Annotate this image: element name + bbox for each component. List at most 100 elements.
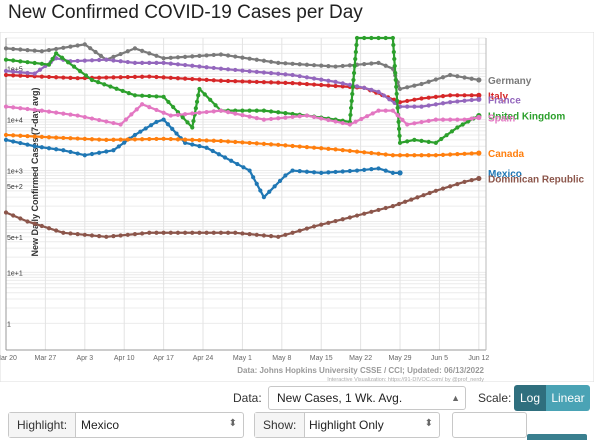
extra-button[interactable] bbox=[527, 434, 587, 440]
chevron-down-icon: ⬍ bbox=[228, 418, 237, 429]
data-point bbox=[233, 67, 238, 73]
data-point bbox=[104, 234, 109, 239]
data-point bbox=[46, 146, 52, 151]
data-point bbox=[32, 144, 37, 149]
data-point bbox=[290, 114, 295, 120]
data-point bbox=[448, 93, 453, 98]
data-point bbox=[11, 139, 16, 144]
data-point bbox=[39, 134, 44, 139]
data-point bbox=[132, 60, 138, 65]
x-tick-label: May 29 bbox=[389, 355, 412, 362]
data-point bbox=[469, 151, 474, 156]
data-point bbox=[3, 210, 9, 215]
data-point bbox=[82, 114, 87, 120]
data-point bbox=[297, 144, 302, 149]
data-point bbox=[319, 170, 324, 175]
data-point bbox=[196, 93, 201, 98]
data-point bbox=[247, 114, 252, 119]
data-point bbox=[97, 150, 102, 155]
scale-label: Scale: bbox=[478, 391, 512, 405]
data-point bbox=[148, 123, 154, 128]
data-point bbox=[120, 88, 125, 94]
data-point bbox=[304, 75, 309, 80]
data-point bbox=[254, 79, 259, 85]
data-point bbox=[304, 226, 309, 231]
data-point bbox=[276, 234, 281, 239]
data-point bbox=[175, 137, 181, 142]
data-point bbox=[340, 148, 345, 153]
data-point bbox=[405, 98, 410, 104]
data-point bbox=[233, 111, 238, 116]
data-point bbox=[268, 142, 274, 147]
data-point bbox=[116, 144, 121, 149]
x-tick-label: Jun 5 bbox=[431, 355, 448, 362]
data-point bbox=[426, 118, 431, 123]
data-point bbox=[111, 120, 116, 126]
data-point bbox=[75, 151, 80, 156]
data-point bbox=[204, 65, 209, 70]
y-tick-label: 1 bbox=[7, 321, 11, 328]
extra-control[interactable] bbox=[452, 412, 527, 438]
data-point bbox=[333, 169, 338, 175]
data-point bbox=[333, 218, 338, 224]
data-point bbox=[211, 52, 216, 58]
data-point bbox=[216, 152, 221, 157]
data-point bbox=[448, 117, 453, 122]
data-point bbox=[462, 75, 467, 80]
data-point bbox=[304, 169, 309, 174]
data-point bbox=[161, 94, 166, 99]
data-point bbox=[68, 231, 73, 236]
data-point bbox=[174, 131, 179, 136]
data-point bbox=[383, 35, 388, 41]
data-point bbox=[391, 42, 396, 48]
highlight-control[interactable]: Highlight: Mexico ⬍ bbox=[8, 412, 244, 438]
show-control[interactable]: Show: Highlight Only ⬍ bbox=[254, 412, 440, 438]
data-point bbox=[326, 78, 331, 83]
data-point bbox=[37, 67, 43, 72]
data-point bbox=[129, 112, 134, 117]
data-point bbox=[197, 77, 202, 82]
data-point bbox=[426, 153, 431, 158]
data-point bbox=[415, 195, 420, 200]
x-tick-label: Apr 17 bbox=[153, 355, 174, 362]
data-point bbox=[97, 117, 102, 123]
data-point bbox=[3, 132, 9, 138]
data-point bbox=[405, 153, 410, 158]
data-point bbox=[362, 35, 367, 41]
data-point bbox=[290, 72, 295, 78]
data-point bbox=[393, 77, 398, 83]
data-point bbox=[46, 74, 52, 80]
data-point bbox=[61, 148, 66, 153]
data-point bbox=[104, 119, 109, 124]
data-point bbox=[168, 55, 173, 60]
data-point bbox=[390, 35, 395, 41]
data-select[interactable]: New Cases, 1 Wk. Avg. ▲ bbox=[268, 386, 466, 410]
data-point bbox=[455, 74, 460, 79]
data-point bbox=[111, 54, 116, 59]
data-point bbox=[89, 58, 95, 63]
data-point bbox=[75, 58, 80, 64]
scale-log-button[interactable]: Log bbox=[514, 385, 546, 411]
data-point bbox=[469, 93, 474, 98]
data-point bbox=[118, 59, 123, 64]
data-point bbox=[235, 161, 240, 167]
data-point bbox=[319, 63, 324, 68]
data-point bbox=[18, 73, 23, 78]
data-point bbox=[75, 232, 80, 237]
data-point bbox=[254, 116, 259, 121]
data-point bbox=[419, 96, 424, 101]
y-tick-label: 1e+5 bbox=[7, 67, 23, 74]
data-point bbox=[261, 117, 267, 122]
data-point bbox=[392, 56, 397, 62]
scale-linear-button[interactable]: Linear bbox=[546, 385, 590, 411]
data-point bbox=[111, 58, 116, 63]
data-point bbox=[89, 116, 95, 121]
show-label: Show: bbox=[255, 413, 306, 437]
data-point bbox=[190, 142, 195, 147]
data-point bbox=[75, 113, 80, 118]
data-point bbox=[353, 56, 358, 62]
data-point bbox=[39, 223, 44, 229]
series-label: Canada bbox=[488, 149, 525, 160]
data-point bbox=[190, 111, 195, 116]
data-point bbox=[147, 104, 152, 110]
